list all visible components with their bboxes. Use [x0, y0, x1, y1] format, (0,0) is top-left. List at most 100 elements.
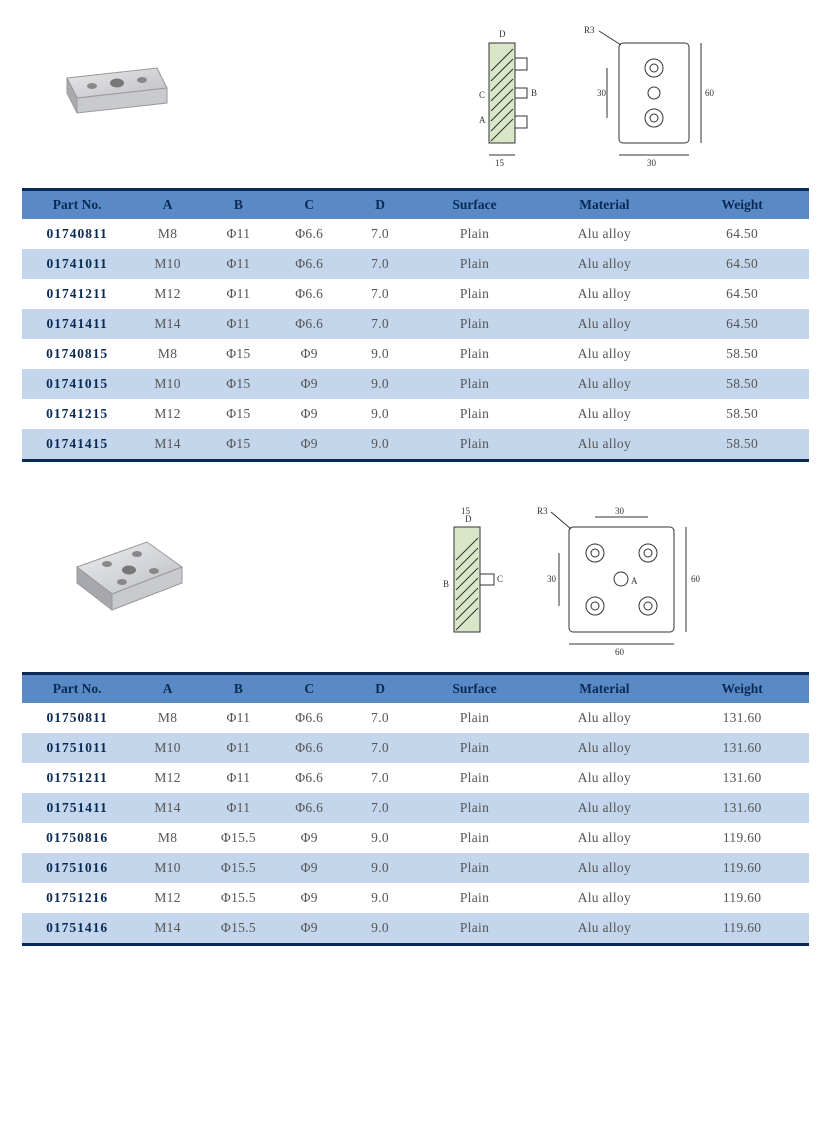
cell-partno: 01751411: [22, 793, 132, 823]
cell-value: Plain: [415, 369, 533, 399]
cell-value: 9.0: [345, 913, 416, 943]
svg-text:A: A: [479, 115, 486, 125]
col-weight: Weight: [675, 191, 809, 219]
cell-value: Plain: [415, 429, 533, 459]
table-row: 01741011M10Φ11Φ6.67.0PlainAlu alloy64.50: [22, 249, 809, 279]
cell-value: Φ11: [203, 793, 274, 823]
cell-value: 131.60: [675, 793, 809, 823]
col-c: C: [274, 675, 345, 703]
cell-value: 64.50: [675, 249, 809, 279]
product-photo-2: [52, 522, 202, 642]
cell-value: 119.60: [675, 853, 809, 883]
cell-value: Alu alloy: [534, 823, 676, 853]
cell-partno: 01751416: [22, 913, 132, 943]
cell-value: 9.0: [345, 823, 416, 853]
cell-partno: 01741015: [22, 369, 132, 399]
cell-value: 119.60: [675, 823, 809, 853]
col-partno: Part No.: [22, 191, 132, 219]
figure-row-1: A C B D 15 R3: [22, 18, 809, 188]
cell-value: 64.50: [675, 279, 809, 309]
svg-text:15: 15: [461, 506, 471, 516]
col-material: Material: [534, 675, 676, 703]
cell-value: 7.0: [345, 219, 416, 249]
svg-text:30: 30: [597, 88, 607, 98]
tech-drawing-1: A C B D 15 R3: [449, 23, 779, 173]
cell-partno: 01741415: [22, 429, 132, 459]
cell-partno: 01750816: [22, 823, 132, 853]
cell-value: Φ15: [203, 369, 274, 399]
cell-value: Alu alloy: [534, 913, 676, 943]
cell-value: Alu alloy: [534, 853, 676, 883]
cell-value: M12: [132, 279, 203, 309]
cell-value: Alu alloy: [534, 339, 676, 369]
cell-value: 131.60: [675, 703, 809, 733]
col-surface: Surface: [415, 675, 533, 703]
cell-value: Alu alloy: [534, 219, 676, 249]
svg-text:60: 60: [705, 88, 715, 98]
table-row: 01750816M8Φ15.5Φ99.0PlainAlu alloy119.60: [22, 823, 809, 853]
col-a: A: [132, 675, 203, 703]
table-1-wrap: Part No. A B C D Surface Material Weight…: [22, 188, 809, 462]
cell-partno: 01741411: [22, 309, 132, 339]
svg-text:C: C: [479, 90, 485, 100]
table-row: 01741015M10Φ15Φ99.0PlainAlu alloy58.50: [22, 369, 809, 399]
cell-value: Plain: [415, 823, 533, 853]
figure-row-2: D 15 B C A R3: [22, 502, 809, 672]
spec-table-1: Part No. A B C D Surface Material Weight…: [22, 191, 809, 459]
cell-value: 131.60: [675, 763, 809, 793]
cell-value: M14: [132, 793, 203, 823]
cell-value: Φ15.5: [203, 823, 274, 853]
cell-value: 64.50: [675, 219, 809, 249]
cell-value: Φ9: [274, 823, 345, 853]
col-c: C: [274, 191, 345, 219]
table-row: 01741211M12Φ11Φ6.67.0PlainAlu alloy64.50: [22, 279, 809, 309]
cell-value: Alu alloy: [534, 793, 676, 823]
spec-table-2: Part No. A B C D Surface Material Weight…: [22, 675, 809, 943]
section-1: A C B D 15 R3: [22, 18, 809, 462]
cell-value: 7.0: [345, 793, 416, 823]
cell-value: 7.0: [345, 703, 416, 733]
cell-value: Φ11: [203, 309, 274, 339]
svg-text:15: 15: [495, 158, 505, 168]
table-row: 01740815M8Φ15Φ99.0PlainAlu alloy58.50: [22, 339, 809, 369]
col-partno: Part No.: [22, 675, 132, 703]
cell-value: Alu alloy: [534, 279, 676, 309]
cell-value: M8: [132, 339, 203, 369]
table-header-row: Part No. A B C D Surface Material Weight: [22, 191, 809, 219]
cell-partno: 01741011: [22, 249, 132, 279]
cell-value: Φ9: [274, 883, 345, 913]
cell-value: Plain: [415, 279, 533, 309]
cell-value: 7.0: [345, 309, 416, 339]
col-d: D: [345, 675, 416, 703]
table-row: 01740811M8Φ11Φ6.67.0PlainAlu alloy64.50: [22, 219, 809, 249]
cell-value: Φ15.5: [203, 853, 274, 883]
cell-value: Φ11: [203, 279, 274, 309]
cell-value: Plain: [415, 339, 533, 369]
cell-value: 9.0: [345, 399, 416, 429]
cell-value: Φ11: [203, 249, 274, 279]
cell-partno: 01741215: [22, 399, 132, 429]
cell-value: Φ9: [274, 369, 345, 399]
svg-text:30: 30: [547, 574, 557, 584]
cell-value: Φ6.6: [274, 219, 345, 249]
cell-value: M12: [132, 883, 203, 913]
cell-value: Plain: [415, 399, 533, 429]
table-row: 01751011M10Φ11Φ6.67.0PlainAlu alloy131.6…: [22, 733, 809, 763]
cell-value: Plain: [415, 763, 533, 793]
cell-value: Plain: [415, 309, 533, 339]
cell-value: 7.0: [345, 733, 416, 763]
cell-value: M10: [132, 733, 203, 763]
svg-text:A: A: [631, 576, 638, 586]
table-row: 01751216M12Φ15.5Φ99.0PlainAlu alloy119.6…: [22, 883, 809, 913]
cell-value: 9.0: [345, 853, 416, 883]
cell-value: M12: [132, 763, 203, 793]
cell-value: Φ9: [274, 339, 345, 369]
cell-value: Alu alloy: [534, 249, 676, 279]
cell-value: Alu alloy: [534, 399, 676, 429]
cell-value: Plain: [415, 703, 533, 733]
col-b: B: [203, 191, 274, 219]
cell-value: Alu alloy: [534, 733, 676, 763]
svg-text:30: 30: [647, 158, 657, 168]
col-b: B: [203, 675, 274, 703]
cell-value: Φ9: [274, 399, 345, 429]
